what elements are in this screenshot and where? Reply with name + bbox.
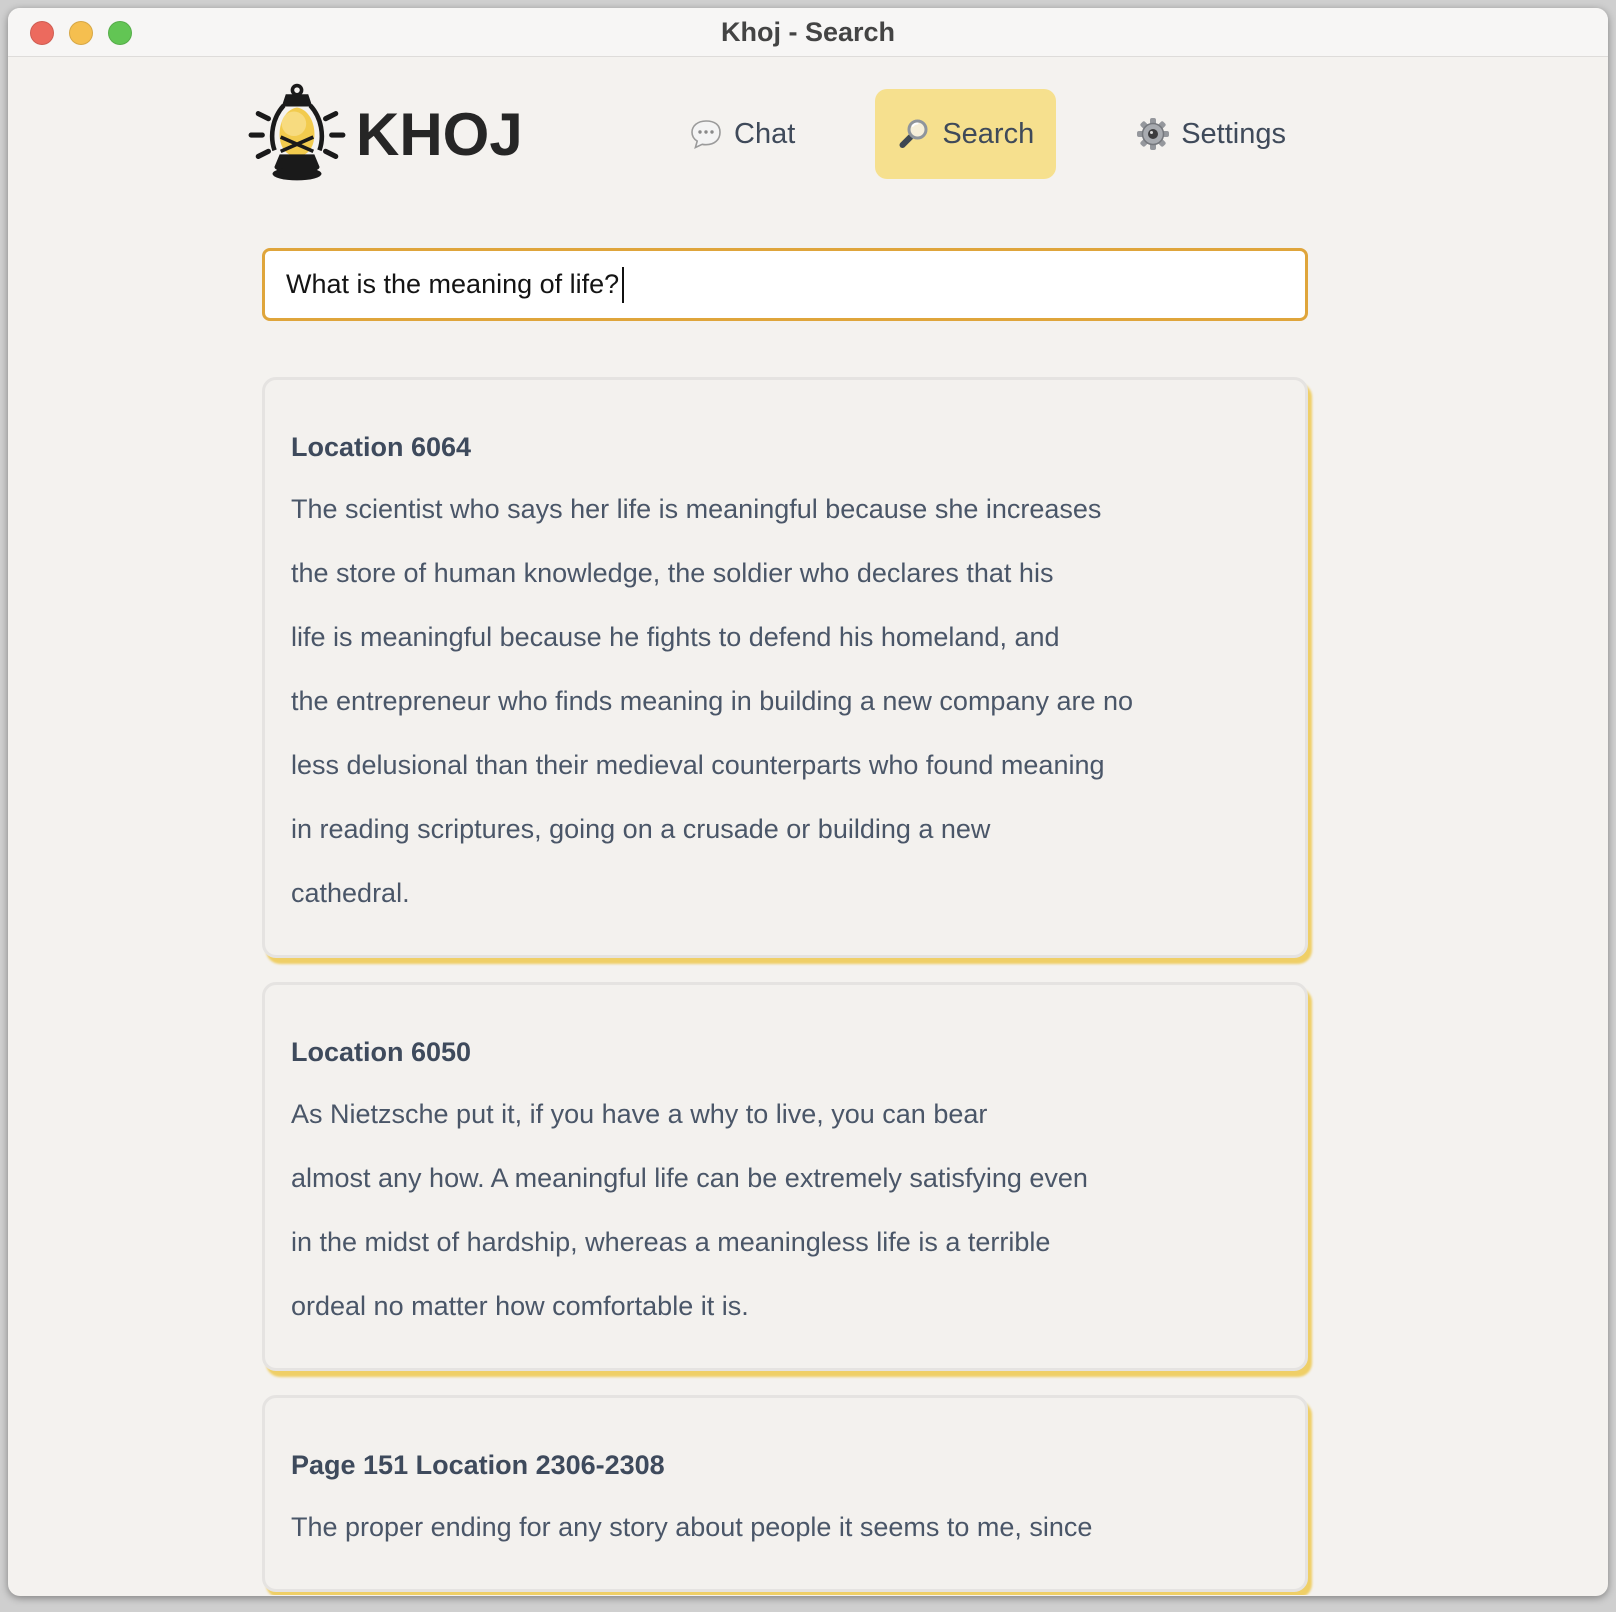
window-title: Khoj - Search [720, 16, 896, 47]
tab-settings[interactable]: Settings [1114, 89, 1308, 179]
tab-chat-label: Chat [734, 117, 796, 150]
result-line: As Nietzsche put it, if you have a why t… [291, 1099, 988, 1129]
close-button[interactable] [30, 20, 54, 45]
khoj-logo[interactable]: KHOJ [246, 83, 523, 185]
result-line: ordeal no matter how comfortable it is. [291, 1291, 749, 1321]
result-line: cathedral. [291, 878, 410, 908]
result-title: Page 151 Location 2306-2308 [291, 1450, 665, 1480]
result-line: the store of human knowledge, the soldie… [291, 558, 1054, 588]
search-results: Location 6064 The scientist who says her… [262, 377, 1308, 1592]
result-line: less delusional than their medieval coun… [291, 750, 1105, 780]
result-line: almost any how. A meaningful life can be… [291, 1163, 1088, 1193]
content: KHOJ Chat [8, 57, 1608, 1595]
magnifier-icon [899, 119, 928, 148]
header: KHOJ Chat [248, 57, 1308, 186]
result-card[interactable]: Location 6064 The scientist who says her… [262, 377, 1308, 958]
result-line: the entrepreneur who finds meaning in bu… [291, 686, 1134, 716]
result-line: life is meaningful because he fights to … [291, 622, 1060, 652]
tab-search-label: Search [942, 117, 1035, 150]
result-card[interactable]: Location 6050 As Nietzsche put it, if yo… [262, 982, 1308, 1371]
search-input[interactable] [262, 248, 1308, 321]
main-nav: Chat Search [667, 89, 1308, 179]
traffic-lights [30, 8, 132, 57]
text-caret [622, 267, 625, 303]
tab-search[interactable]: Search [875, 89, 1057, 179]
zoom-button[interactable] [108, 20, 132, 45]
lantern-icon [248, 83, 346, 181]
titlebar: Khoj - Search [8, 8, 1608, 57]
tab-chat[interactable]: Chat [667, 89, 817, 179]
search-bar [262, 248, 1308, 321]
result-line: in the midst of hardship, whereas a mean… [291, 1227, 1051, 1257]
gear-icon [1137, 118, 1170, 150]
tab-settings-label: Settings [1181, 117, 1286, 150]
result-title: Location 6050 [291, 1037, 472, 1067]
app-window: Khoj - Search [8, 8, 1608, 1596]
chat-bubble-icon [691, 120, 721, 149]
result-line: in reading scriptures, going on a crusad… [291, 814, 991, 844]
result-title: Location 6064 [291, 432, 472, 462]
result-line: The scientist who says her life is meani… [291, 494, 1102, 524]
result-line: The proper ending for any story about pe… [291, 1512, 1093, 1542]
logo-text: KHOJ [356, 100, 523, 168]
result-card[interactable]: Page 151 Location 2306-2308 The proper e… [262, 1395, 1308, 1592]
minimize-button[interactable] [69, 20, 93, 45]
